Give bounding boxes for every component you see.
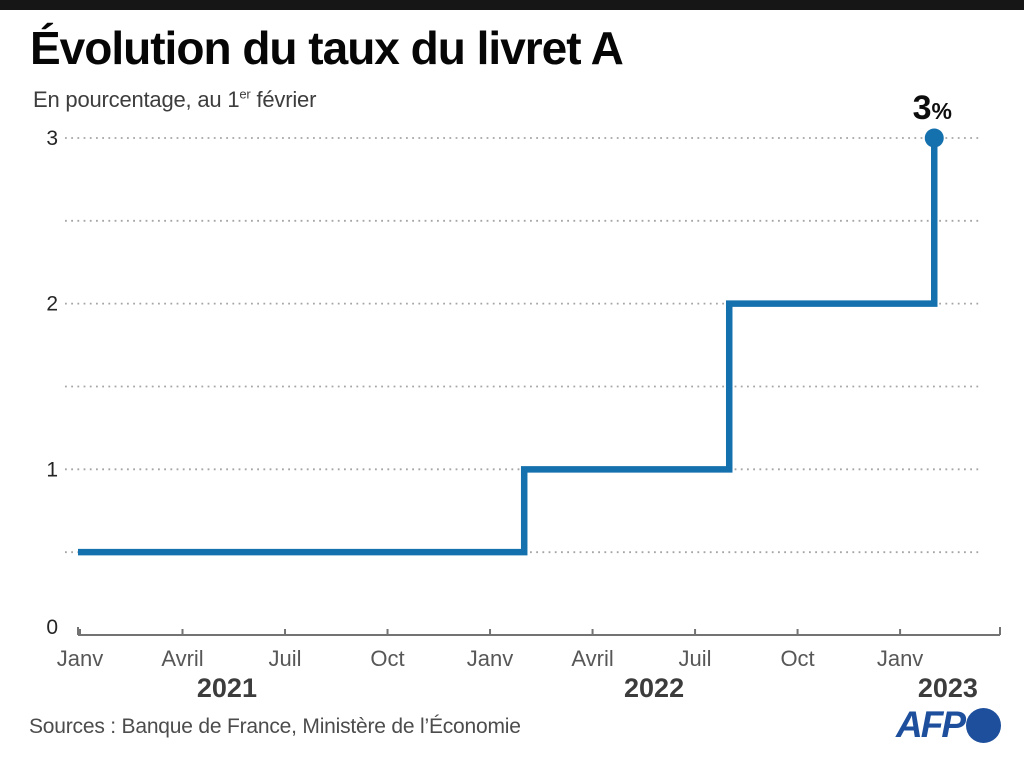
rate-step-line xyxy=(78,137,938,556)
chart-subtitle: En pourcentage, au 1er février xyxy=(33,87,316,113)
y-tick-label: 2 xyxy=(46,293,58,316)
sources-text: Sources : Banque de France, Ministère de… xyxy=(29,715,521,738)
x-tick-label: Oct xyxy=(370,646,404,671)
x-tick-label: Avril xyxy=(571,646,613,671)
x-tick-label: Janv xyxy=(877,646,923,671)
chart-title: Évolution du taux du livret A xyxy=(30,22,624,74)
end-point-dot xyxy=(924,128,944,148)
x-tick-label: Juil xyxy=(269,646,302,671)
year-label: 2023 xyxy=(918,673,978,703)
afp-logo-circle-icon xyxy=(966,707,1001,743)
year-label: 2021 xyxy=(197,673,257,703)
chart-subtitle-prefix: En pourcentage, au 1 xyxy=(33,87,240,112)
y-tick-label: 1 xyxy=(46,458,58,481)
chart-subtitle-superscript: er xyxy=(239,86,251,102)
chart-subtitle-suffix: février xyxy=(250,87,317,112)
peak-value-annotation: 3% xyxy=(913,89,952,127)
x-tick-label: Juil xyxy=(679,646,712,671)
year-label: 2022 xyxy=(624,673,684,703)
x-tick-label: Janv xyxy=(467,646,513,671)
x-tick-label: Oct xyxy=(780,646,814,671)
top-bar xyxy=(0,0,1024,10)
x-tick-label: Avril xyxy=(161,646,203,671)
afp-logo: AFP xyxy=(896,705,1001,745)
y-tick-label: 0 xyxy=(46,616,58,639)
afp-logo-text: AFP xyxy=(896,703,966,745)
x-tick-label: Janv xyxy=(57,646,103,671)
y-tick-label: 3 xyxy=(46,127,58,150)
